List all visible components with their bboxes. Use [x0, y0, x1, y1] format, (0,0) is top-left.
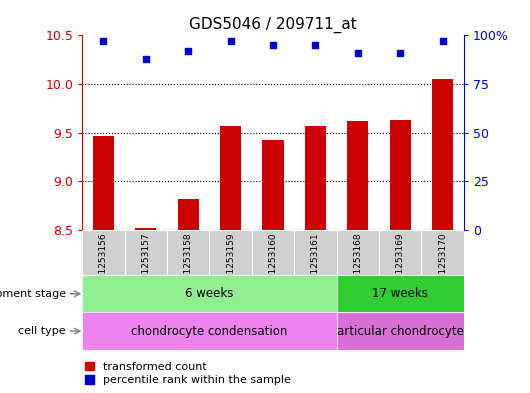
Bar	[252, 230, 294, 275]
Point	[396, 50, 404, 56]
Bar	[421, 230, 464, 275]
Point	[142, 55, 150, 62]
Bar	[167, 230, 209, 275]
Text: articular chondrocyte: articular chondrocyte	[337, 325, 464, 338]
Point	[354, 50, 362, 56]
Bar	[337, 312, 464, 350]
Point	[99, 38, 108, 44]
Bar	[82, 230, 125, 275]
Text: GSM1253158: GSM1253158	[184, 232, 192, 293]
Bar	[294, 230, 337, 275]
Title: GDS5046 / 209711_at: GDS5046 / 209711_at	[189, 17, 357, 33]
Bar	[125, 230, 167, 275]
Text: GSM1253157: GSM1253157	[142, 232, 150, 293]
Bar	[209, 230, 252, 275]
Text: GSM1253156: GSM1253156	[99, 232, 108, 293]
Point	[311, 42, 320, 48]
Text: GSM1253160: GSM1253160	[269, 232, 277, 293]
Bar	[82, 312, 337, 350]
Text: 6 weeks: 6 weeks	[185, 287, 234, 300]
Text: GSM1253159: GSM1253159	[226, 232, 235, 293]
Bar	[178, 199, 199, 230]
Bar	[82, 275, 337, 312]
Text: GSM1253169: GSM1253169	[396, 232, 404, 293]
Legend: transformed count, percentile rank within the sample: transformed count, percentile rank withi…	[85, 362, 291, 386]
Point	[438, 38, 447, 44]
Bar	[379, 230, 421, 275]
Point	[269, 42, 277, 48]
Bar	[337, 275, 464, 312]
Text: chondrocyte condensation: chondrocyte condensation	[131, 325, 288, 338]
Bar	[305, 126, 326, 230]
Text: GSM1253161: GSM1253161	[311, 232, 320, 293]
Text: development stage: development stage	[0, 289, 66, 299]
Bar	[390, 120, 411, 230]
Bar	[135, 228, 156, 230]
Bar	[262, 140, 284, 230]
Point	[184, 48, 192, 54]
Bar	[432, 79, 453, 230]
Text: GSM1253170: GSM1253170	[438, 232, 447, 293]
Text: GSM1253168: GSM1253168	[354, 232, 362, 293]
Text: 17 weeks: 17 weeks	[372, 287, 428, 300]
Bar	[220, 126, 241, 230]
Bar	[347, 121, 368, 230]
Text: cell type: cell type	[19, 326, 66, 336]
Point	[226, 38, 235, 44]
Bar	[93, 136, 114, 230]
Bar	[337, 230, 379, 275]
